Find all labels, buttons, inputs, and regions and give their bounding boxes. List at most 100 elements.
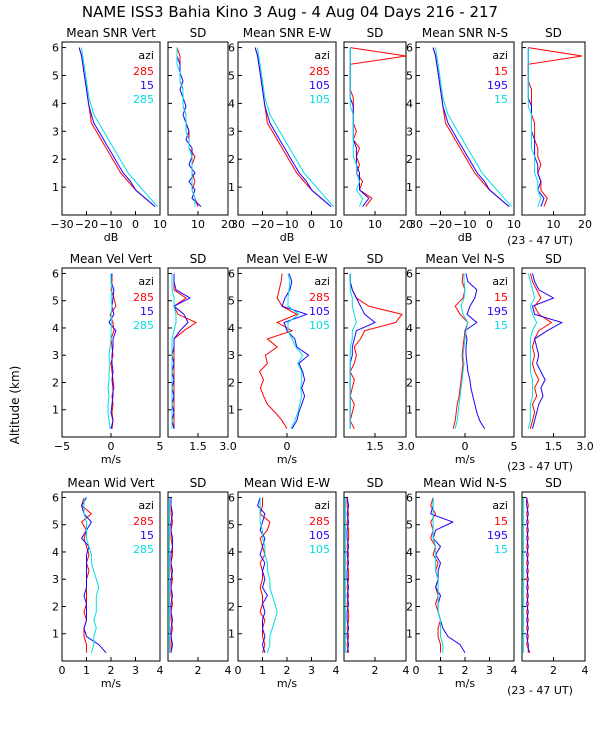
x-tick-label: 10 (329, 218, 343, 231)
panel-title: Mean Wid E-W (244, 476, 330, 490)
y-tick-label: 5 (228, 519, 235, 532)
series-line-2 (83, 497, 100, 653)
x-tick-label: −20 (251, 218, 274, 231)
legend-entry: 285 (309, 65, 330, 78)
series-line-0 (430, 497, 442, 653)
panel-title: SD (190, 252, 207, 266)
y-tick-label: 5 (52, 519, 59, 532)
x-tick-label: −10 (453, 218, 476, 231)
y-tick-label: 4 (228, 97, 235, 110)
y-tick-label: 2 (228, 376, 235, 389)
series-line-2 (81, 47, 158, 207)
legend-entry: 285 (133, 319, 154, 332)
series-line-1 (108, 273, 117, 429)
series-line-1 (526, 497, 529, 653)
y-tick-label: 1 (406, 181, 413, 194)
ut-note: (23 - 47 UT) (507, 684, 573, 697)
legend-header: azi (492, 49, 508, 62)
legend-entry: 105 (309, 543, 330, 556)
series-line-1 (464, 273, 486, 430)
x-axis-label: m/s (101, 677, 121, 690)
x-tick-label: 5 (157, 440, 164, 453)
y-axis-label: Altitude (km) (8, 366, 22, 445)
panel-title: Mean Wid Vert (67, 476, 154, 490)
x-tick-label: 0 (132, 218, 139, 231)
y-tick-label: 3 (228, 125, 235, 138)
panel-17: SD 2 4 (521, 476, 589, 677)
y-tick-label: 5 (228, 69, 235, 82)
series-line-1 (80, 497, 107, 654)
x-tick-label: −5 (54, 440, 70, 453)
series-line-2 (171, 273, 177, 429)
series-line-1 (281, 273, 310, 430)
series-line-0 (346, 497, 350, 653)
legend-entry: 15 (494, 515, 508, 528)
ut-note: (23 - 47 UT) (507, 460, 573, 473)
page-title: NAME ISS3 Bahia Kino 3 Aug - 4 Aug 04 Da… (82, 3, 498, 21)
series-line-0 (259, 273, 298, 430)
y-tick-label: 2 (228, 153, 235, 166)
panel-11: SD 1.5 3.0 (521, 252, 594, 453)
legend-entry: 105 (309, 305, 330, 318)
series-line-1 (176, 47, 202, 207)
panel-title: SD (190, 476, 207, 490)
x-tick-label: −10 (275, 218, 298, 231)
legend-header: azi (314, 499, 330, 512)
y-tick-label: 5 (228, 295, 235, 308)
y-tick-label: 2 (406, 153, 413, 166)
y-tick-label: 2 (52, 153, 59, 166)
legend-entry: 285 (309, 515, 330, 528)
legend-entry: 15 (494, 65, 508, 78)
x-tick-label: 3 (486, 664, 493, 677)
series-line-2 (176, 47, 196, 207)
panel-title: SD (367, 476, 384, 490)
panel-5: SD 10 20 (521, 26, 592, 231)
x-tick-label: 3.0 (219, 440, 237, 453)
series-line-0 (452, 273, 469, 429)
x-tick-label: 3 (132, 664, 139, 677)
y-tick-label: 2 (406, 600, 413, 613)
y-tick-label: 6 (52, 491, 59, 504)
x-tick-label: 0 (413, 664, 420, 677)
x-tick-label: 4 (582, 664, 589, 677)
legend-entry: 15 (140, 529, 154, 542)
series-line-2 (107, 273, 113, 429)
legend-entry: 195 (487, 529, 508, 542)
x-tick-label: 10 (368, 218, 382, 231)
y-tick-label: 1 (406, 628, 413, 641)
series-line-2 (454, 273, 469, 429)
x-axis-label: m/s (455, 677, 475, 690)
y-tick-label: 5 (406, 69, 413, 82)
y-tick-label: 4 (406, 97, 413, 110)
x-tick-label: 1.5 (189, 440, 207, 453)
y-tick-label: 2 (406, 376, 413, 389)
x-tick-label: 1.5 (545, 440, 563, 453)
panel-title: Mean Vel E-W (246, 252, 328, 266)
x-tick-label: 2 (195, 664, 202, 677)
legend-entry: 105 (309, 93, 330, 106)
y-tick-label: 6 (406, 491, 413, 504)
x-tick-label: 1.5 (366, 440, 384, 453)
legend-entry: 15 (494, 319, 508, 332)
x-tick-label: 0 (108, 440, 115, 453)
x-tick-label: −30 (50, 218, 73, 231)
y-tick-label: 6 (406, 42, 413, 55)
y-tick-label: 1 (228, 628, 235, 641)
y-tick-label: 4 (52, 97, 59, 110)
series-line-0 (529, 273, 553, 429)
y-tick-label: 1 (52, 181, 59, 194)
legend-entry: 15 (494, 543, 508, 556)
y-tick-label: 5 (406, 295, 413, 308)
panel-13: SD 2 4 (167, 476, 232, 677)
x-tick-label: 0 (462, 440, 469, 453)
panel-title: SD (367, 26, 384, 40)
x-tick-label: 0 (235, 664, 242, 677)
y-tick-label: 3 (52, 573, 59, 586)
y-tick-label: 3 (228, 573, 235, 586)
panel-15: SD 2 4 (343, 476, 410, 677)
x-axis-label: m/s (277, 677, 297, 690)
x-tick-label: 2 (108, 664, 115, 677)
x-tick-label: −20 (75, 218, 98, 231)
